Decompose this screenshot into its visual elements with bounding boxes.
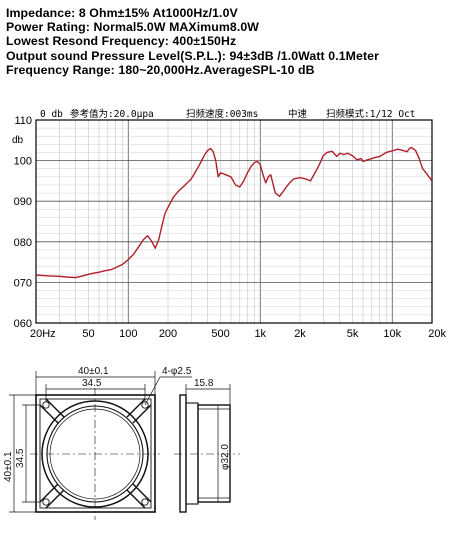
x-tick-labels: 20Hz 50 100 200 500 1k 2k 5k 10k 20k [30, 328, 446, 340]
impedance-spec: Impedance: 8 Ohm±15% At1000Hz/1.0V [6, 6, 238, 20]
front-corner-brace [126, 489, 146, 509]
power-rating-spec: Power Rating: Normal5.0W MAXimum8.0W [6, 20, 259, 35]
x-tick-label: 20Hz [30, 328, 56, 340]
header-zero-db: 0 db [40, 109, 63, 120]
front-corner-brace [132, 404, 152, 424]
mounting-hole [42, 498, 50, 506]
front-corner-brace [132, 483, 152, 503]
y-tick-label: 080 [14, 237, 32, 249]
y-tick-label: 100 [14, 156, 32, 168]
x-tick-label: 1k [254, 328, 266, 340]
inner-width-dimension: 34.5 [82, 378, 102, 389]
inner-height-dimension: 34.5 [15, 448, 26, 468]
front-corner-brace [39, 404, 59, 424]
resonance-spec: Lowest Resond Frequency: 400±150Hz [6, 34, 237, 49]
front-outer-frame [35, 394, 156, 513]
diameter-dimension: φ32.0 [220, 444, 231, 470]
front-inner-frame [39, 398, 152, 509]
side-dimensions [185, 384, 231, 502]
front-dimensions [9, 371, 192, 513]
x-tick-label: 2k [294, 328, 306, 340]
front-view [30, 388, 160, 520]
mounting-hole [141, 498, 149, 506]
front-corner-brace [126, 398, 146, 418]
header-mid-speed: 中速 [288, 108, 308, 120]
plot-frame [35, 119, 433, 324]
frequency-response-chart: 0 db 参考值为:20.0μpa 扫频速度:003ms 中速 扫频模式:1/1… [12, 108, 446, 340]
y-axis-label: db [12, 135, 24, 146]
header-scan-speed: 扫频速度:003ms [186, 108, 258, 120]
series-line [35, 146, 433, 279]
depth-dimension: 15.8 [194, 378, 214, 389]
y-tick-label: 070 [14, 277, 32, 289]
side-body [185, 402, 199, 505]
side-magnet [197, 404, 231, 503]
y-tick-labels: 110 100 090 080 070 060 [14, 115, 32, 330]
mounting-hole [42, 401, 50, 409]
front-corner-brace [45, 398, 65, 418]
side-view [174, 394, 240, 513]
outer-height-dimension: 40±0.1 [3, 451, 14, 482]
header-ref-value: 参考值为:20.0μpa [70, 108, 154, 120]
spec-block: Impedance: 8 Ohm±15% At1000Hz/1.0V Power… [6, 6, 456, 77]
header-scan-mode: 扫频模式:1/12 Oct [326, 108, 415, 120]
x-tick-label: 200 [159, 328, 177, 340]
y-tick-label: 110 [14, 115, 32, 127]
holes-dimension: 4-φ2.5 [162, 366, 192, 377]
y-tick-label: 090 [14, 196, 32, 208]
front-corner-brace [45, 489, 65, 509]
y-tick-label: 060 [14, 318, 32, 330]
x-tick-label: 100 [119, 328, 137, 340]
spl-spec: Output sound Pressure Level(S.P.L.): 94±… [6, 48, 379, 63]
outer-width-dimension: 40±0.1 [78, 366, 109, 377]
x-tick-label: 5k [347, 328, 359, 340]
x-tick-label: 500 [211, 328, 229, 340]
x-tick-label: 10k [383, 328, 401, 340]
x-tick-label: 20k [428, 328, 446, 340]
front-corner-brace [39, 483, 59, 503]
frequency-range-spec: Frequency Range: 180~20,000Hz.AverageSPL… [6, 62, 315, 77]
chart-grid [36, 120, 432, 323]
x-tick-label: 50 [82, 328, 94, 340]
side-frame-flange [179, 394, 187, 513]
